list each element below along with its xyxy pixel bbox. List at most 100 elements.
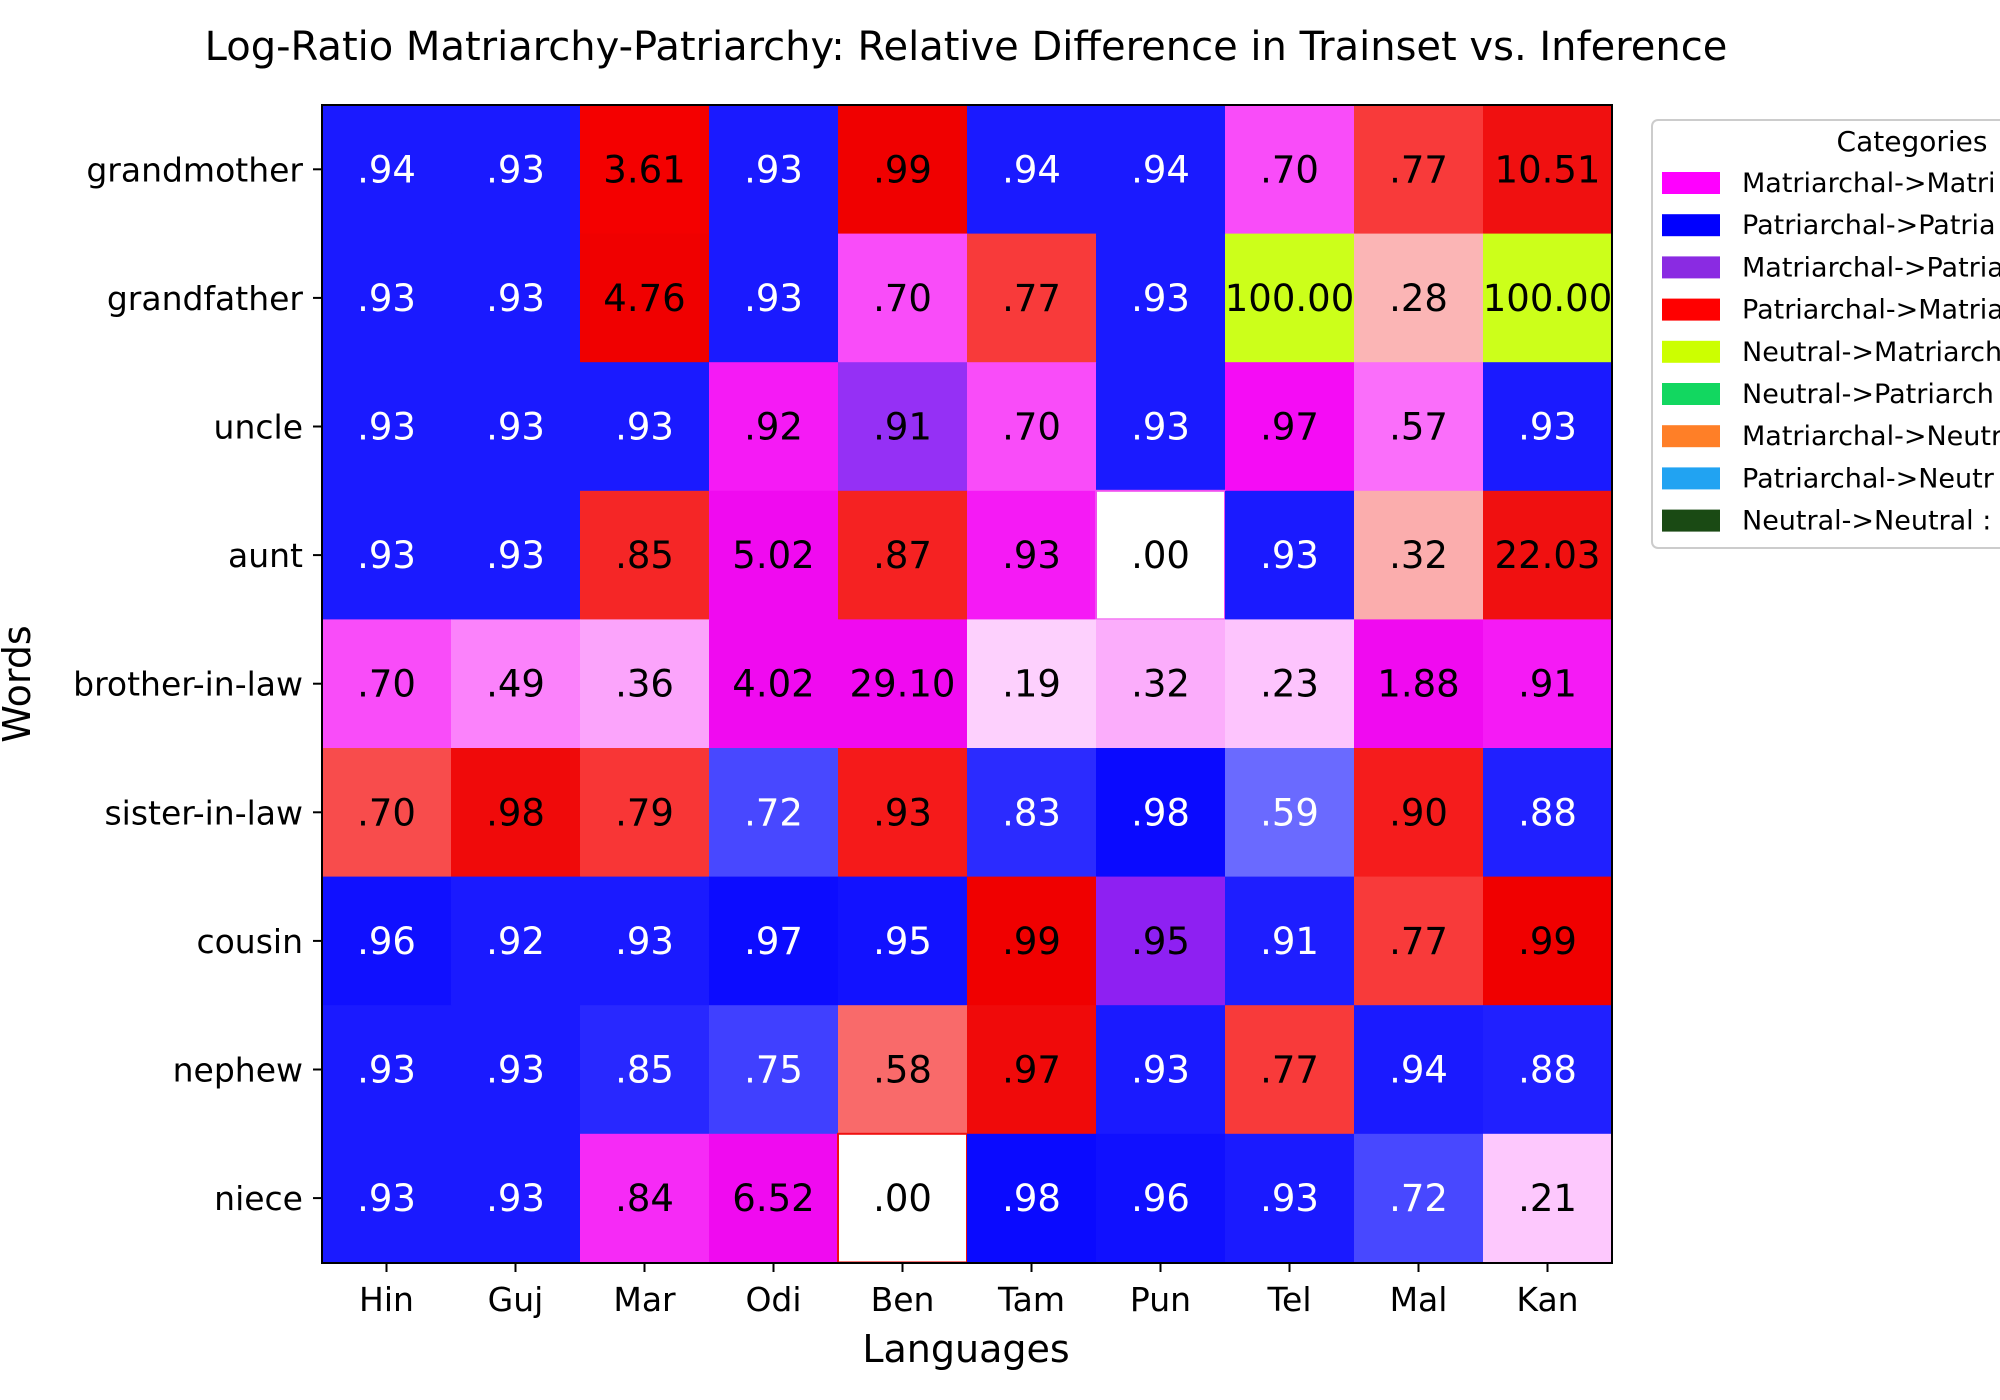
cell-value-label: .93: [486, 1177, 545, 1220]
heatmap-cell: [1483, 1133, 1613, 1263]
heatmap-cell: [838, 362, 968, 492]
heatmap-cell: [709, 490, 839, 620]
heatmap-cell: [1096, 105, 1226, 235]
cell-value-label: .93: [1131, 1049, 1190, 1092]
cell-value-label: .32: [1389, 534, 1448, 577]
cell-value-label: .99: [1518, 920, 1577, 963]
cell-value-label: .70: [357, 663, 416, 706]
heatmap-cell: [1354, 362, 1484, 492]
heatmap-cell: [1225, 876, 1355, 1006]
heatmap-cell: [967, 876, 1097, 1006]
legend: Categories Matriarchal->Matri Patriarchal…: [1651, 119, 2000, 549]
x-tick-label: Pun: [1130, 1280, 1191, 1319]
cell-value-label: .83: [1002, 791, 1061, 834]
heatmap-cell: [967, 490, 1097, 620]
cell-value-label: .57: [1389, 406, 1448, 449]
cell-value-label: .00: [1131, 534, 1190, 577]
cell-value-label: .77: [1389, 920, 1448, 963]
legend-label: Matriarchal->Matri: [1742, 168, 1995, 199]
x-tick-label: Mar: [613, 1280, 676, 1319]
heatmap-cell: [967, 748, 1097, 878]
cell-value-label: .93: [486, 277, 545, 320]
heatmap-cell: [451, 1133, 581, 1263]
cell-value-label: .94: [357, 148, 416, 191]
heatmap-cell: [1096, 1133, 1226, 1263]
heatmap-cell: [451, 362, 581, 492]
cell-value-label: .36: [615, 663, 674, 706]
legend-label: Neutral->Patriarch: [1742, 379, 1994, 410]
x-tick-label: Tam: [997, 1280, 1065, 1319]
heatmap-cell: [1225, 105, 1355, 235]
cell-value-label: .70: [1260, 148, 1319, 191]
heatmap-cell: [1483, 748, 1613, 878]
heatmap-cell: [580, 490, 710, 620]
cell-value-label: .97: [744, 920, 803, 963]
legend-swatch: [1662, 425, 1720, 448]
cell-value-label: 100.00: [1225, 277, 1354, 320]
cell-value-label: .93: [357, 1177, 416, 1220]
legend-swatch: [1662, 383, 1720, 405]
legend-label: Neutral->Neutral :: [1742, 506, 1991, 537]
heatmap-cell: [967, 1133, 1097, 1263]
cell-value-label: .93: [357, 534, 416, 577]
cell-value-label: .93: [357, 1049, 416, 1092]
cell-value-label: .23: [1260, 663, 1319, 706]
cell-value-label: .77: [1260, 1049, 1319, 1092]
y-tick-label: nephew: [173, 1051, 303, 1090]
heatmap-cell: [709, 876, 839, 1006]
heatmap-cell: [1225, 362, 1355, 492]
cell-value-label: 5.02: [732, 534, 814, 577]
cell-value-label: 29.10: [850, 663, 956, 706]
heatmap-cell: [1354, 105, 1484, 235]
cell-value-label: .84: [615, 1177, 674, 1220]
heatmap-cell: [1354, 1133, 1484, 1263]
cell-value-label: .93: [1518, 406, 1577, 449]
cell-value-label: .93: [873, 791, 932, 834]
heatmap-cell: [709, 1005, 839, 1135]
cell-value-label: .96: [357, 920, 416, 963]
heatmap-cell: [322, 362, 452, 492]
cell-value-label: .93: [486, 148, 545, 191]
cell-value-label: .93: [1131, 277, 1190, 320]
heatmap-cell: [1096, 362, 1226, 492]
cell-value-label: .92: [486, 920, 545, 963]
cell-value-label: 1.88: [1377, 663, 1459, 706]
cell-value-label: .93: [615, 920, 674, 963]
cell-value-label: .19: [1002, 663, 1061, 706]
cell-value-label: .93: [1002, 534, 1061, 577]
heatmap-cell: [1225, 1005, 1355, 1135]
cell-value-label: .59: [1260, 791, 1319, 834]
heatmap-cell: [451, 490, 581, 620]
cell-value-label: .94: [1389, 1049, 1448, 1092]
heatmap-cell: [837, 1132, 968, 1264]
heatmap-cell: [1095, 489, 1226, 621]
cell-value-label: .85: [615, 1049, 674, 1092]
cell-value-label: .70: [357, 791, 416, 834]
heatmap-cell: [1354, 876, 1484, 1006]
legend-label: Patriarchal->Matria: [1742, 295, 2000, 326]
cell-value-label: .93: [486, 406, 545, 449]
heatmap-cell: [451, 876, 581, 1006]
heatmap-cell: [580, 748, 710, 878]
x-tick-label: Mal: [1390, 1280, 1448, 1319]
cell-value-label: .99: [1002, 920, 1061, 963]
cell-value-label: .77: [1002, 277, 1061, 320]
cell-value-label: .58: [873, 1049, 932, 1092]
legend-swatch: [1662, 298, 1720, 321]
cell-value-label: .93: [1260, 534, 1319, 577]
heatmap-cell: [322, 1133, 452, 1263]
heatmap-cell: [580, 233, 710, 363]
legend-swatch: [1662, 214, 1720, 237]
heatmap-cell: [1354, 490, 1484, 620]
heatmap-cell: [580, 1005, 710, 1135]
cell-value-label: .98: [1002, 1177, 1061, 1220]
cell-value-label: .21: [1518, 1177, 1577, 1220]
cell-value-label: .95: [1131, 920, 1190, 963]
legend-label: Matriarchal->Patria: [1742, 252, 2000, 283]
y-tick-label: sister-in-law: [104, 793, 303, 832]
cell-value-label: .75: [744, 1049, 803, 1092]
y-axis-label: Words: [0, 625, 39, 742]
cell-value-label: .77: [1389, 148, 1448, 191]
heatmap-cell: [709, 233, 839, 363]
